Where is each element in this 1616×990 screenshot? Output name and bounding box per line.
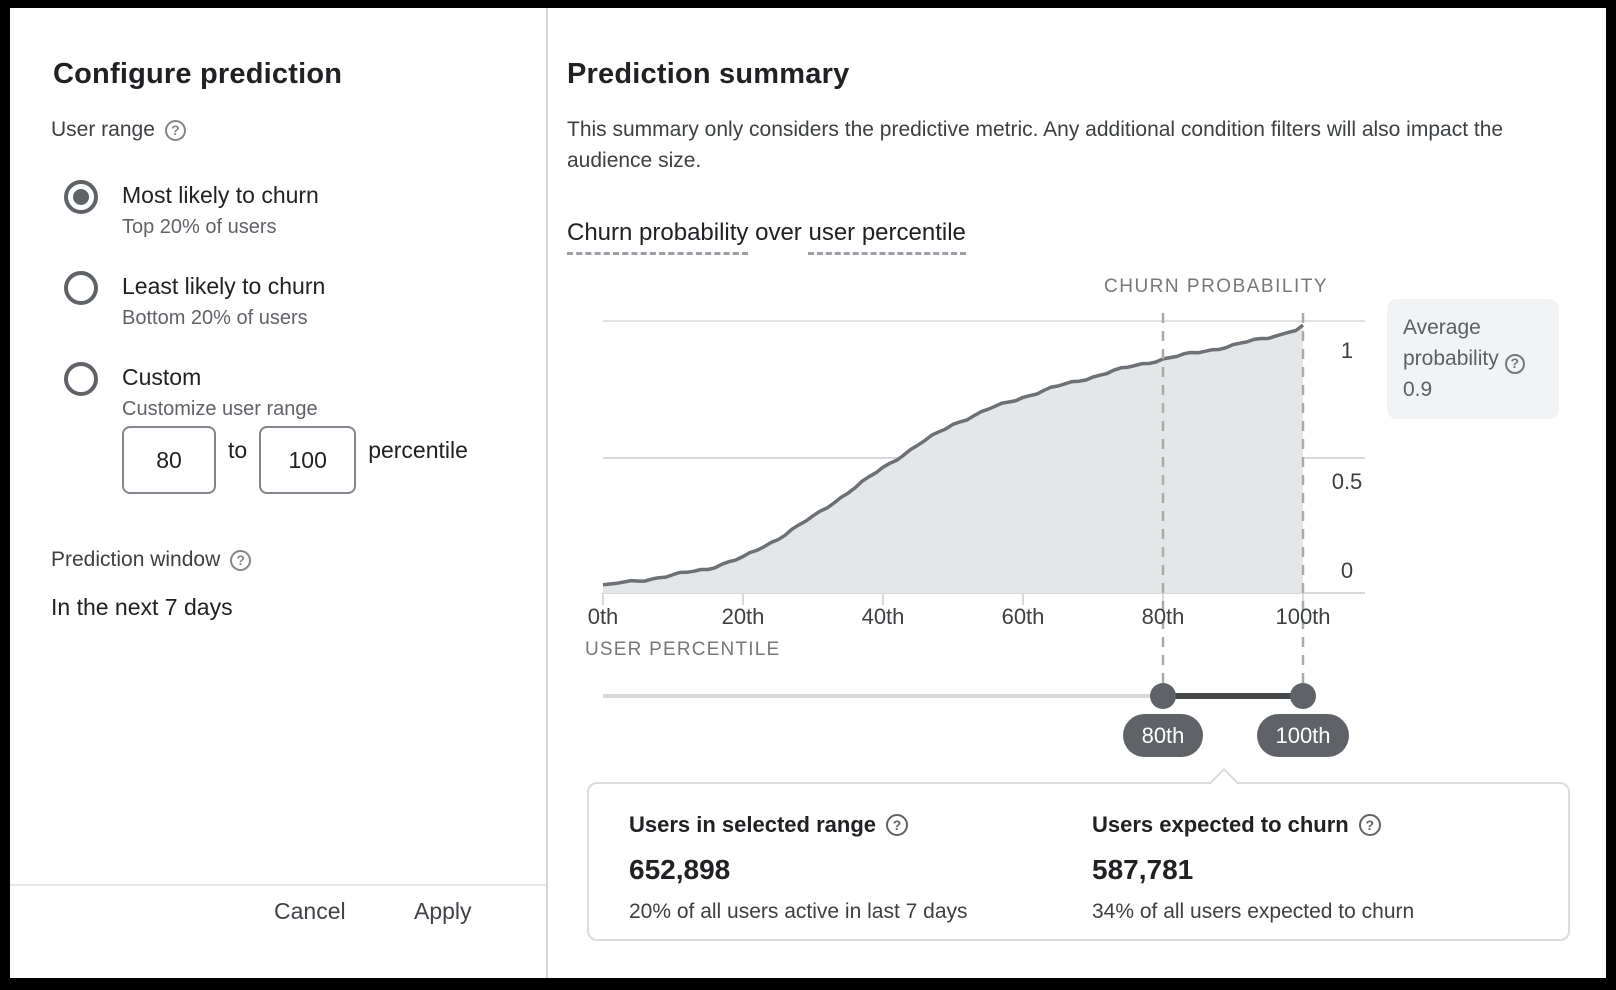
radio-description: Customize user range	[122, 398, 318, 420]
percentile-to-input[interactable]	[259, 426, 357, 494]
stat-users-in-range: Users in selected range ? 652,898 20% of…	[629, 812, 968, 924]
users-in-range-help-icon[interactable]: ?	[886, 814, 909, 836]
user-range-label-row: User range ?	[51, 118, 186, 142]
users-churn-help-icon[interactable]: ?	[1358, 814, 1381, 836]
radio-label[interactable]: Least likely to churn	[122, 273, 326, 299]
radio-unselected-icon[interactable]	[64, 271, 98, 305]
x-axis-title: USER PERCENTILE	[585, 639, 781, 660]
percentile-from-input[interactable]	[122, 426, 216, 494]
average-probability-box: Average probability? 0.9	[1387, 299, 1559, 419]
prediction-summary-title: Prediction summary	[567, 58, 850, 90]
dialog-surface: Configure prediction User range ? Most l…	[10, 8, 1606, 978]
x-tick-label: 20th	[721, 604, 765, 629]
radio-label[interactable]: Most likely to churn	[122, 182, 319, 208]
y-axis-title: CHURN PROBABILITY	[1104, 276, 1328, 297]
prediction-window-value: In the next 7 days	[51, 594, 233, 620]
user-range-label: User range	[51, 118, 155, 141]
curve-area-fill	[603, 325, 1303, 593]
stat-caption: 34% of all users expected to churn	[1092, 900, 1415, 923]
radio-selected-icon[interactable]	[64, 180, 98, 214]
panel-divider	[546, 8, 548, 978]
average-probability-value: 0.9	[1403, 378, 1433, 401]
stat-value: 587,781	[1092, 854, 1194, 885]
prediction-window-row: Prediction window ?	[51, 548, 252, 572]
percentile-word: percentile	[368, 437, 468, 463]
stat-label: Users in selected range	[629, 812, 877, 837]
apply-button[interactable]: Apply	[400, 888, 486, 935]
joiner-text: over	[748, 219, 809, 246]
curve-line	[602, 323, 1305, 587]
radio-option-least-likely[interactable]: Least likely to churn Bottom 20% of user…	[64, 271, 325, 331]
custom-range-row: to percentile	[122, 426, 468, 494]
average-probability-label: Average probability	[1403, 316, 1499, 370]
user-range-help-icon[interactable]: ?	[164, 119, 186, 141]
slider-handle-high[interactable]	[1290, 683, 1316, 709]
range-slider[interactable]	[603, 683, 1316, 709]
dimension-term[interactable]: user percentile	[808, 219, 966, 255]
y-tick-label: 1	[1340, 338, 1354, 363]
summary-description: This summary only considers the predicti…	[567, 118, 1504, 172]
stat-users-expected-to-churn: Users expected to churn ? 587,781 34% of…	[1092, 812, 1414, 924]
prediction-window-help-icon[interactable]: ?	[230, 549, 252, 571]
radio-label[interactable]: Custom	[122, 364, 202, 390]
radio-option-most-likely[interactable]: Most likely to churn Top 20% of users	[64, 180, 319, 240]
stat-value: 652,898	[629, 854, 731, 885]
radio-description: Top 20% of users	[122, 216, 277, 238]
x-tick-label: 100th	[1275, 604, 1331, 629]
stat-label: Users expected to churn	[1092, 812, 1349, 837]
cancel-button[interactable]: Cancel	[260, 888, 360, 935]
stat-caption: 20% of all users active in last 7 days	[629, 900, 968, 923]
radio-description: Bottom 20% of users	[122, 307, 308, 329]
average-probability-help-icon[interactable]: ?	[1504, 353, 1525, 374]
x-tick-label: 60th	[1001, 604, 1045, 629]
chart-title: Churn probability over user percentile	[567, 219, 966, 255]
metric-term[interactable]: Churn probability	[567, 219, 749, 255]
to-word: to	[228, 437, 248, 463]
slider-high-pill: 100th	[1257, 714, 1349, 757]
prediction-window-label: Prediction window	[51, 548, 221, 571]
x-tick-label: 80th	[1141, 604, 1185, 629]
stats-card: Users in selected range ? 652,898 20% of…	[587, 782, 1570, 941]
x-tick-label: 0th	[587, 604, 619, 629]
configure-prediction-title: Configure prediction	[53, 58, 343, 90]
slider-low-pill: 80th	[1123, 714, 1203, 757]
radio-option-custom[interactable]: Custom Customize user range	[64, 362, 318, 422]
radio-unselected-icon[interactable]	[64, 362, 98, 396]
footer-divider	[10, 884, 546, 886]
y-tick-label: 0	[1340, 558, 1354, 583]
slider-handle-low[interactable]	[1150, 683, 1176, 709]
churn-probability-chart	[602, 313, 1365, 709]
y-tick-label: 0.5	[1331, 469, 1363, 494]
x-tick-label: 40th	[861, 604, 905, 629]
